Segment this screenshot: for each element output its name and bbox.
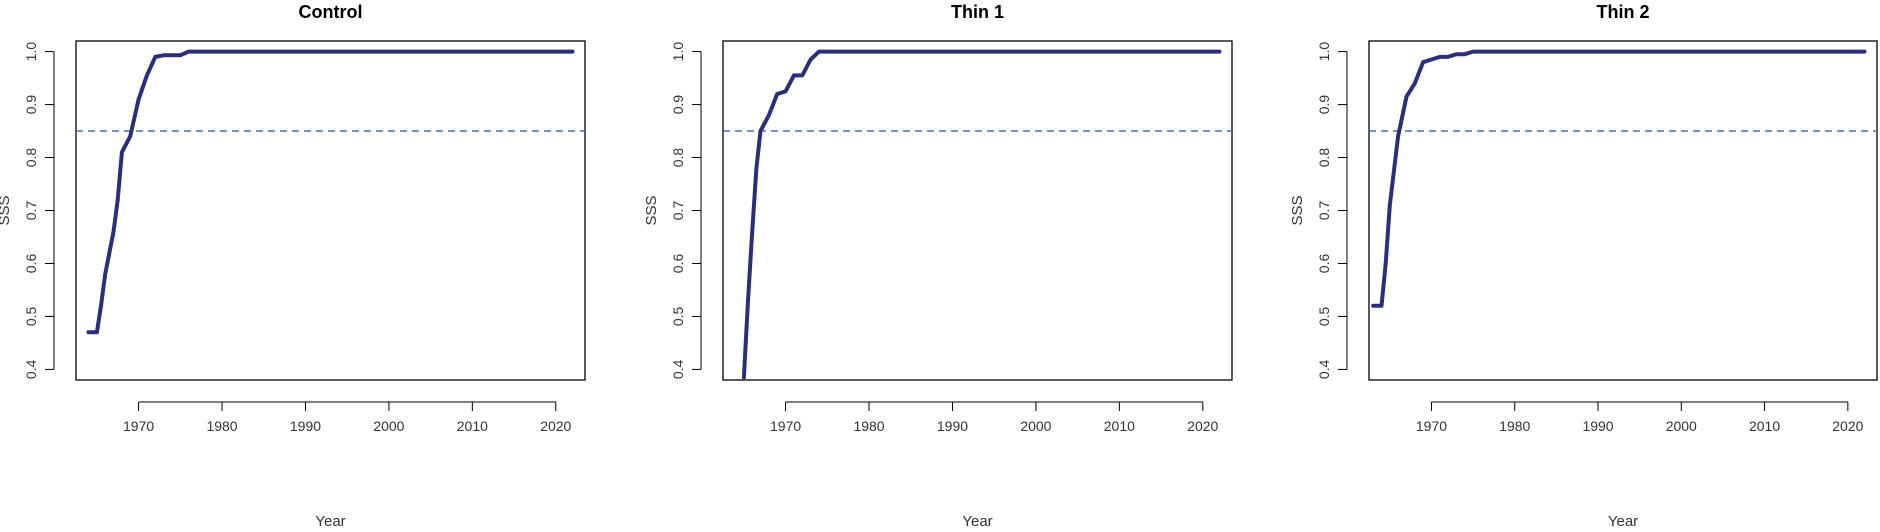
y-tick-label: 0.8 [23,148,39,168]
y-tick-label: 0.5 [670,306,686,326]
y-tick-label: 0.8 [1316,148,1332,168]
chart-panel-2: Thin 1 1970 1980 1990 2000 2010 2020 0.4 0.5 0.6 0… [643,2,1233,530]
y-tick-label: 0.6 [23,254,39,274]
x-tick-label: 2010 [1104,418,1135,434]
chart-title: Control [299,2,363,22]
x-tick-label: 2020 [1187,418,1218,434]
plot-frame [1368,40,1878,381]
x-tick-label: 2010 [1749,418,1780,434]
x-tick-label: 1980 [1499,418,1530,434]
chart-panel-3: Thin 2 1970 1980 1990 2000 2010 2020 0.4 0.5 0.6 0… [1289,2,1878,530]
sss-series-line [741,49,1222,380]
y-tick-label: 1.0 [670,42,686,62]
x-tick-label: 1970 [1416,418,1447,434]
y-axis-label: SSS [0,195,13,225]
plot-frame [722,40,1233,381]
y-tick-label: 0.6 [670,254,686,274]
x-tick-label: 2000 [1020,418,1051,434]
x-tick-label: 1980 [853,418,884,434]
sss-series-line [1371,49,1867,308]
x-axis-label: Year [1608,513,1638,530]
y-tick-label: 0.4 [1316,359,1332,379]
plot-frame [75,40,586,381]
y-tick-label: 0.8 [670,148,686,168]
y-tick-label: 0.5 [23,306,39,326]
x-axis-label: Year [962,513,992,530]
sss-series-line [86,49,575,335]
y-axis-label: SSS [1289,195,1306,225]
chart-title: Thin 1 [951,2,1004,22]
x-tick-label: 1980 [206,418,237,434]
x-tick-label: 1990 [290,418,321,434]
y-tick-label: 1.0 [1316,42,1332,62]
y-tick-label: 0.4 [670,359,686,379]
x-tick-label: 2000 [1666,418,1697,434]
y-tick-label: 0.6 [1316,254,1332,274]
x-tick-label: 2020 [1832,418,1863,434]
chart-title: Thin 2 [1597,2,1650,22]
y-tick-label: 0.7 [670,201,686,221]
x-tick-label: 2010 [457,418,488,434]
y-axis-label: SSS [643,195,660,225]
y-tick-label: 0.5 [1316,306,1332,326]
x-tick-label: 1970 [123,418,154,434]
y-tick-label: 0.9 [670,95,686,115]
x-tick-label: 1990 [1582,418,1613,434]
y-tick-label: 0.9 [1316,95,1332,115]
chart-panel-1: Control 1970 1980 1990 2000 2010 2020 0.4 0.5 0.6… [0,2,586,530]
y-tick-label: 1.0 [23,42,39,62]
y-tick-label: 0.9 [23,95,39,115]
x-tick-label: 1970 [770,418,801,434]
x-tick-label: 2000 [373,418,404,434]
x-tick-label: 1990 [937,418,968,434]
y-tick-label: 0.7 [1316,201,1332,221]
y-tick-label: 0.7 [23,201,39,221]
y-tick-label: 0.4 [23,359,39,379]
x-axis-label: Year [315,513,345,530]
x-tick-label: 2020 [540,418,571,434]
